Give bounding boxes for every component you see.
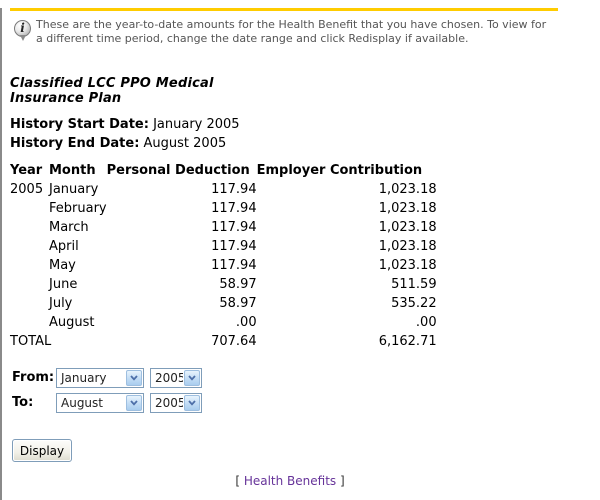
table-total-row: TOTAL 707.64 6,162.71	[10, 332, 442, 351]
health-benefits-link[interactable]: Health Benefits	[243, 474, 337, 488]
footer-nav: [ Health Benefits ]	[10, 474, 570, 488]
history-dates: History Start Date: January 2005 History…	[10, 115, 600, 153]
to-year-value: 2005	[155, 395, 183, 410]
table-row: July 58.97 535.22	[49, 296, 437, 311]
total-employer: 6,162.71	[378, 334, 437, 349]
to-label: To:	[12, 395, 34, 410]
table-row: April 117.94 1,023.18	[49, 239, 437, 254]
table-row: June 58.97 511.59	[49, 277, 437, 292]
history-end-value: August 2005	[143, 136, 227, 151]
to-month-value: August	[61, 395, 103, 410]
from-label: From:	[12, 370, 55, 385]
from-row: From: January 2005	[10, 367, 600, 388]
chevron-down-icon[interactable]	[184, 394, 200, 411]
footer-bracket-open: [	[235, 474, 240, 488]
header-year: Year	[10, 163, 43, 178]
to-month-select[interactable]: August	[56, 392, 144, 413]
history-start-line: History Start Date: January 2005	[10, 115, 600, 134]
info-banner: i These are the year-to-date amounts for…	[10, 18, 558, 46]
table-header-row: Year Month Personal Deduction Employer C…	[10, 161, 442, 180]
display-button[interactable]: Display	[12, 439, 72, 462]
chevron-down-icon[interactable]	[126, 369, 142, 386]
info-banner-text: These are the year-to-date amounts for t…	[36, 18, 547, 45]
from-month-select[interactable]: January	[56, 367, 144, 388]
header-employer-contribution: Employer Contribution	[256, 163, 423, 178]
total-label: TOTAL	[10, 334, 52, 349]
header-month: Month	[49, 163, 96, 178]
date-range-form: From: January 2005 To: August	[10, 367, 600, 413]
total-personal: 707.64	[211, 334, 257, 349]
chevron-down-icon[interactable]	[126, 394, 142, 411]
info-icon: i	[14, 20, 31, 41]
plan-title-line2: Insurance Plan	[10, 91, 122, 106]
table-row: 2005 January 117.94 1,023.18	[10, 182, 437, 197]
from-year-select[interactable]: 2005	[150, 367, 202, 388]
table-row: March 117.94 1,023.18	[49, 220, 437, 235]
history-start-value: January 2005	[153, 117, 240, 132]
history-start-label: History Start Date:	[10, 117, 149, 132]
plan-title-line1: Classified LCC PPO Medical	[10, 76, 214, 91]
benefits-table: Year Month Personal Deduction Employer C…	[10, 161, 442, 351]
to-row: To: August 2005	[10, 392, 600, 413]
footer-bracket-close: ]	[340, 474, 345, 488]
plan-title: Classified LCC PPO Medical Insurance Pla…	[10, 76, 600, 106]
table-row: May 117.94 1,023.18	[49, 258, 437, 273]
history-end-label: History End Date:	[10, 136, 140, 151]
header-personal-deduction: Personal Deduction	[106, 163, 250, 178]
history-end-line: History End Date: August 2005	[10, 134, 600, 153]
from-year-value: 2005	[155, 370, 183, 385]
table-row: August .00 .00	[49, 315, 437, 330]
chevron-down-icon[interactable]	[184, 369, 200, 386]
table-row: February 117.94 1,023.18	[49, 201, 437, 216]
top-accent-bar	[10, 8, 558, 11]
from-month-value: January	[61, 370, 107, 385]
to-year-select[interactable]: 2005	[150, 392, 202, 413]
page: i These are the year-to-date amounts for…	[0, 8, 600, 500]
